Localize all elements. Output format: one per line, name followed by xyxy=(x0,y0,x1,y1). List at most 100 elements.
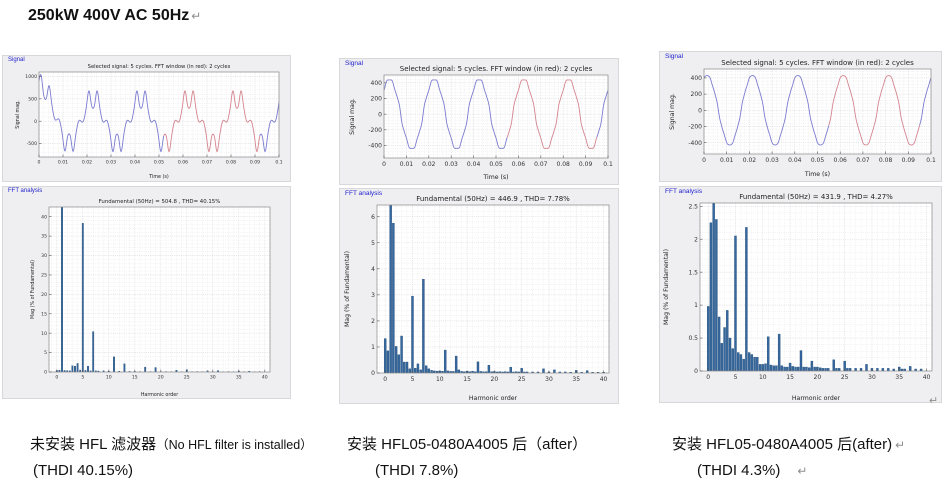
svg-text:0.01: 0.01 xyxy=(400,161,414,168)
svg-text:-500: -500 xyxy=(27,141,38,147)
caption-1-line-1: 未安装 HFL 滤波器（No HFL filter is installed） xyxy=(30,433,313,454)
svg-text:0: 0 xyxy=(34,119,37,125)
svg-text:0: 0 xyxy=(702,157,706,164)
svg-text:400: 400 xyxy=(691,75,703,82)
svg-text:20: 20 xyxy=(491,376,499,383)
svg-text:15: 15 xyxy=(41,311,47,317)
svg-text:1.5: 1.5 xyxy=(688,269,698,276)
svg-text:-200: -200 xyxy=(368,127,382,134)
svg-text:0.09: 0.09 xyxy=(902,157,916,164)
signal-panel-3: Signal 0 0.01 0.02 0.03 0.04 0.05 0.06 0.07 0.08… xyxy=(659,51,942,182)
svg-text:1: 1 xyxy=(371,344,375,351)
svg-text:0.03: 0.03 xyxy=(445,161,459,168)
caption-1-line-2: (THDI 40.15%) xyxy=(33,462,134,479)
svg-text:40: 40 xyxy=(923,374,931,381)
caption-2-line-2: (THDI 7.8%) xyxy=(375,462,459,479)
svg-text:0.1: 0.1 xyxy=(275,160,282,166)
svg-text:200: 200 xyxy=(691,91,703,98)
svg-text:Mag (% of Fundamental): Mag (% of Fundamental) xyxy=(663,249,670,325)
svg-text:0.07: 0.07 xyxy=(856,157,870,164)
svg-text:-200: -200 xyxy=(688,124,702,131)
fft-chart-1: 0 5 10 15 20 25 30 35 40 0 5 10 15 20 25 30 35 40 Fundamen… xyxy=(3,187,290,398)
svg-text:3: 3 xyxy=(371,292,375,299)
svg-text:Harmonic order: Harmonic order xyxy=(792,395,841,402)
svg-text:0: 0 xyxy=(55,375,58,381)
svg-text:2: 2 xyxy=(371,318,375,325)
fft-panel-1: FFT analysis 0 5 10 15 20 25 30 35 40 0 5 10 15 20 25 3… xyxy=(2,186,291,399)
return-mark-icon: ↵ xyxy=(797,464,808,478)
page-title: 250kW 400V AC 50Hz ↵ xyxy=(28,7,201,25)
svg-text:10: 10 xyxy=(436,376,444,383)
caption-2-zh: 安装 HFL05-0480A4005 后 xyxy=(347,436,528,453)
svg-text:20: 20 xyxy=(158,375,164,381)
svg-text:2.5: 2.5 xyxy=(688,203,698,210)
svg-text:6: 6 xyxy=(371,214,375,221)
svg-text:Mag (% of Fundamental): Mag (% of Fundamental) xyxy=(30,260,36,319)
svg-text:0: 0 xyxy=(383,376,387,383)
caption-1-zh: 未安装 HFL 滤波器 xyxy=(30,436,157,453)
svg-text:Harmonic order: Harmonic order xyxy=(141,392,178,398)
signal-panel-1: Signal 0 0.01 0.02 0.03 0.04 0.05 0.06 0.07 0.08… xyxy=(2,55,291,182)
svg-text:Selected signal: 5 cycles. FFT: Selected signal: 5 cycles. FFT window (i… xyxy=(400,65,593,73)
svg-text:30: 30 xyxy=(868,374,876,381)
svg-text:25: 25 xyxy=(41,273,47,279)
svg-text:10: 10 xyxy=(41,331,47,337)
svg-text:Signal mag.: Signal mag. xyxy=(15,100,21,128)
svg-text:Time (s): Time (s) xyxy=(482,174,508,181)
signal-chart-2: 0 0.01 0.02 0.03 0.04 0.05 0.06 0.07 0.08 0.09 0.1… xyxy=(340,59,618,184)
fft-chart-2: 0 5 10 15 20 25 30 35 40 0 1 2 3 4 5 6 Fundamental (50Hz… xyxy=(340,189,618,403)
svg-text:0.08: 0.08 xyxy=(557,161,571,168)
svg-text:0.03: 0.03 xyxy=(765,157,779,164)
svg-text:25: 25 xyxy=(518,376,526,383)
fft-chart-3: 0 5 10 15 20 25 30 35 40 0 0.5 1 1.5 2 2.5 Fundamental … xyxy=(660,187,941,402)
svg-text:0.05: 0.05 xyxy=(489,161,503,168)
svg-text:400: 400 xyxy=(371,80,383,87)
svg-text:Harmonic order: Harmonic order xyxy=(469,395,518,402)
svg-text:Fundamental (50Hz) = 446.9 , T: Fundamental (50Hz) = 446.9 , THD= 7.78% xyxy=(416,195,570,203)
caption-3-line-1: 安装 HFL05-0480A4005 后(after) ↵ xyxy=(672,433,905,454)
fft-panel-label: FFT analysis xyxy=(8,188,43,194)
svg-text:-400: -400 xyxy=(688,140,702,147)
caption-3-line-2: (THDI 4.3%) ↵ xyxy=(697,462,807,479)
svg-text:0.08: 0.08 xyxy=(879,157,893,164)
svg-text:Fundamental (50Hz) = 431.9 , T: Fundamental (50Hz) = 431.9 , THD= 4.27% xyxy=(739,193,893,201)
svg-text:0: 0 xyxy=(378,111,382,118)
svg-text:0.06: 0.06 xyxy=(834,157,848,164)
svg-text:0: 0 xyxy=(44,370,47,376)
svg-text:35: 35 xyxy=(236,375,242,381)
svg-text:0.01: 0.01 xyxy=(58,160,68,166)
svg-text:0: 0 xyxy=(382,161,386,168)
svg-text:2: 2 xyxy=(694,236,698,243)
svg-text:5: 5 xyxy=(81,375,84,381)
svg-text:10: 10 xyxy=(759,374,767,381)
svg-text:0.07: 0.07 xyxy=(534,161,548,168)
signal-panel-label: Signal xyxy=(8,57,25,63)
svg-text:0.02: 0.02 xyxy=(743,157,757,164)
svg-text:Selected signal: 5 cycles. FFT: Selected signal: 5 cycles. FFT window (i… xyxy=(88,64,231,70)
svg-text:0: 0 xyxy=(706,374,710,381)
svg-text:0.06: 0.06 xyxy=(512,161,526,168)
svg-text:30: 30 xyxy=(41,253,47,259)
signal-panel-label: Signal xyxy=(665,53,684,60)
svg-text:0: 0 xyxy=(698,107,702,114)
svg-text:10: 10 xyxy=(106,375,112,381)
svg-text:0.04: 0.04 xyxy=(788,157,802,164)
svg-text:0.01: 0.01 xyxy=(720,157,734,164)
svg-text:25: 25 xyxy=(184,375,190,381)
svg-text:0.04: 0.04 xyxy=(130,160,140,166)
svg-text:15: 15 xyxy=(132,375,138,381)
caption-2-line-1: 安装 HFL05-0480A4005 后（after） xyxy=(347,433,587,454)
svg-text:0.02: 0.02 xyxy=(422,161,436,168)
svg-text:35: 35 xyxy=(895,374,903,381)
svg-text:5: 5 xyxy=(371,240,375,247)
fft-panel-label: FFT analysis xyxy=(665,188,703,195)
svg-text:0: 0 xyxy=(694,368,698,375)
svg-text:Mag (% of Fundamental): Mag (% of Fundamental) xyxy=(344,251,351,327)
return-mark-icon: ↵ xyxy=(895,438,906,452)
signal-chart-1: 0 0.01 0.02 0.03 0.04 0.05 0.06 0.07 0.08 0.09 0.1… xyxy=(3,56,290,181)
svg-text:5: 5 xyxy=(411,376,415,383)
svg-text:0.09: 0.09 xyxy=(579,161,593,168)
caption-2-en: （after） xyxy=(527,436,588,453)
svg-text:-400: -400 xyxy=(368,143,382,150)
svg-text:Signal mag.: Signal mag. xyxy=(349,98,356,135)
